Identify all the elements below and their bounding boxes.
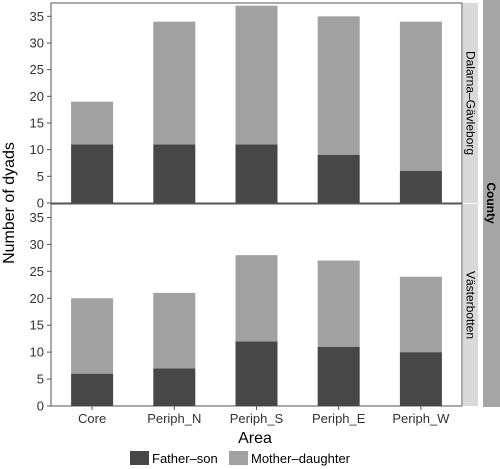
y-tick-label: 5: [37, 372, 44, 387]
y-tick-label: 10: [30, 345, 44, 360]
bar-mother-daughter-periph-n: [153, 292, 196, 369]
legend-label: Father–son: [152, 451, 218, 466]
bar-mother-daughter-periph-s: [235, 255, 278, 342]
legend-swatch: [229, 451, 248, 465]
y-tick-label: 30: [30, 237, 44, 252]
y-axis-title: Number of dyads: [1, 142, 18, 264]
x-tick-label: Core: [78, 411, 106, 426]
outer-strip: [483, 0, 500, 407]
y-tick-label: 20: [30, 89, 44, 104]
y-tick-label: 25: [30, 264, 44, 279]
x-tick-label: Periph_W: [392, 411, 450, 426]
bar-mother-daughter-periph-e: [317, 16, 360, 156]
bar-mother-daughter-core: [71, 298, 114, 374]
x-tick-label: Periph_E: [312, 411, 366, 426]
bar-father-son-periph-s: [235, 144, 278, 203]
bar-father-son-periph-s: [235, 341, 278, 406]
y-tick-label: 15: [30, 318, 44, 333]
bar-father-son-periph-n: [153, 144, 196, 203]
panel-1: 0 5 10 15 20 25 30 35 Dalarna–Gävleborg: [30, 2, 478, 211]
y-tick-label: 0: [37, 196, 44, 211]
panel-2: 0 5 10 15 20 25 30 35 Västerbotten: [30, 203, 478, 414]
legend-label: Mother–daughter: [251, 451, 351, 466]
y-tick-label: 15: [30, 116, 44, 131]
x-tick-labels: Core Periph_N Periph_S Periph_E Periph_W: [78, 406, 450, 426]
panel-strip: [463, 204, 478, 406]
y-tick-label: 30: [30, 36, 44, 51]
bar-father-son-core: [71, 144, 114, 203]
bar-father-son-core: [71, 373, 114, 406]
y-tick-label: 25: [30, 62, 44, 77]
y-tick-label: 35: [30, 9, 44, 24]
outer-strip-label: County: [484, 182, 498, 224]
panel-strip: [463, 3, 478, 203]
bar-father-son-periph-w: [399, 171, 442, 203]
legend-swatch: [130, 451, 149, 465]
x-tick-label: Periph_N: [147, 411, 201, 426]
bar-mother-daughter-periph-w: [399, 276, 442, 353]
bar-mother-daughter-periph-e: [317, 260, 360, 347]
x-axis-title: Area: [238, 430, 272, 447]
bar-mother-daughter-core: [71, 101, 114, 145]
panel-strip-label: Västerbotten: [464, 271, 478, 339]
bar-father-son-periph-e: [317, 346, 360, 406]
y-tick-label: 35: [30, 210, 44, 225]
bar-mother-daughter-periph-n: [153, 21, 196, 145]
y-tick-label: 10: [30, 142, 44, 157]
legend: Father–son Mother–daughter: [130, 451, 351, 466]
bar-father-son-periph-n: [153, 368, 196, 406]
bar-mother-daughter-periph-s: [235, 5, 278, 145]
chart-panels: 0 5 10 15 20 25 30 35 Dalarna–Gävleborg 0 5 10 15 20 2…: [30, 2, 478, 414]
bar-mother-daughter-periph-w: [399, 21, 442, 171]
x-tick-label: Periph_S: [230, 411, 284, 426]
y-tick-label: 0: [37, 399, 44, 414]
y-tick-label: 5: [37, 169, 44, 184]
bar-father-son-periph-w: [399, 352, 442, 406]
y-tick-label: 20: [30, 291, 44, 306]
bar-father-son-periph-e: [317, 155, 360, 203]
panel-strip-label: Dalarna–Gävleborg: [464, 51, 478, 155]
